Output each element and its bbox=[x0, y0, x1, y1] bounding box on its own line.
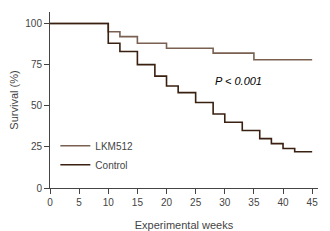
svg-text:P < 0.001: P < 0.001 bbox=[215, 75, 262, 87]
svg-text:25: 25 bbox=[190, 197, 202, 208]
svg-text:Control: Control bbox=[95, 160, 127, 171]
svg-text:50: 50 bbox=[31, 100, 43, 111]
svg-text:75: 75 bbox=[31, 59, 43, 70]
svg-text:15: 15 bbox=[132, 197, 144, 208]
svg-text:10: 10 bbox=[103, 197, 115, 208]
svg-text:25: 25 bbox=[31, 141, 43, 152]
svg-text:100: 100 bbox=[25, 18, 42, 29]
svg-text:Experimental weeks: Experimental weeks bbox=[135, 219, 234, 231]
svg-text:Survival (%): Survival (%) bbox=[8, 70, 20, 129]
svg-text:35: 35 bbox=[248, 197, 260, 208]
svg-text:40: 40 bbox=[277, 197, 289, 208]
svg-text:LKM512: LKM512 bbox=[95, 141, 133, 152]
svg-text:45: 45 bbox=[307, 197, 319, 208]
svg-text:5: 5 bbox=[76, 197, 82, 208]
svg-text:0: 0 bbox=[47, 197, 53, 208]
svg-text:30: 30 bbox=[219, 197, 231, 208]
svg-text:20: 20 bbox=[161, 197, 173, 208]
svg-text:0: 0 bbox=[36, 183, 42, 194]
